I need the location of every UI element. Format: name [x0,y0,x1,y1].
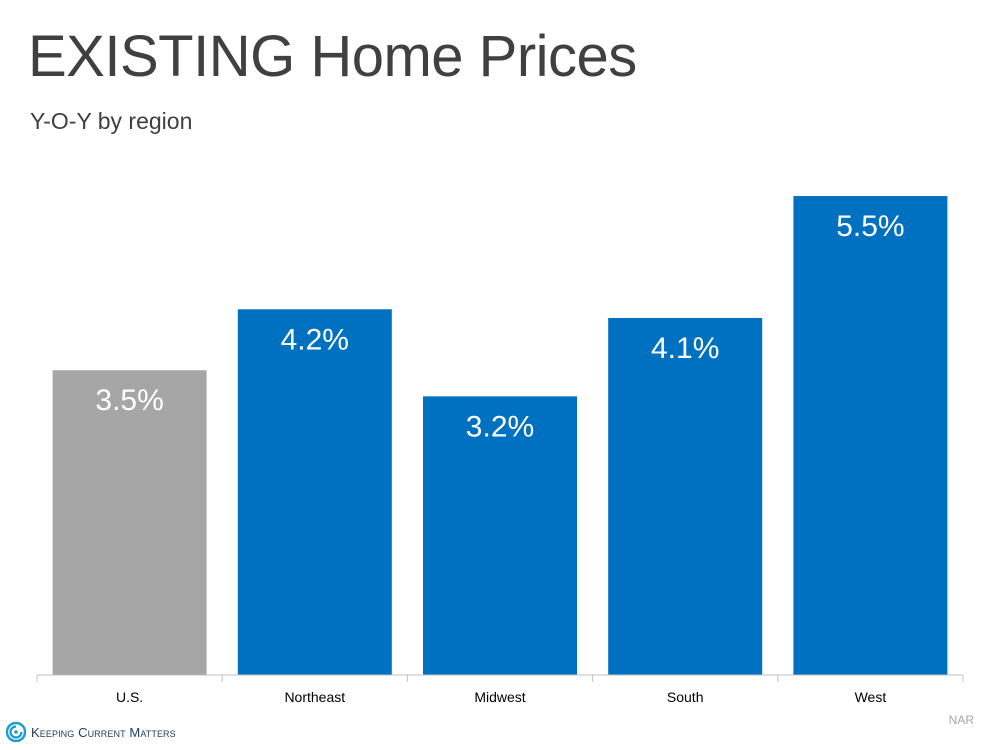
bar [237,309,392,675]
data-label: 4.2% [281,323,349,356]
data-label: 5.5% [836,210,904,243]
data-label: 3.5% [95,384,163,417]
x-tick-label: Northeast [284,689,345,705]
bar [52,370,207,675]
data-label: 4.1% [651,332,719,365]
data-label: 3.2% [466,410,534,443]
x-tick-label: West [855,689,887,705]
x-tick-label: Midwest [474,689,525,705]
kcm-swirl-icon [6,722,26,742]
chart-subtitle: Y-O-Y by region [30,108,193,134]
bar [793,196,948,676]
source-label: NAR [948,713,974,727]
brand-footer: Keeping Current Matters [6,722,176,742]
chart-title: EXISTING Home Prices [28,24,637,89]
x-tick-label: U.S. [116,689,143,705]
bar [423,396,577,675]
bar [608,317,763,675]
brand-name: Keeping Current Matters [31,724,176,740]
x-tick-label: South [667,689,704,705]
